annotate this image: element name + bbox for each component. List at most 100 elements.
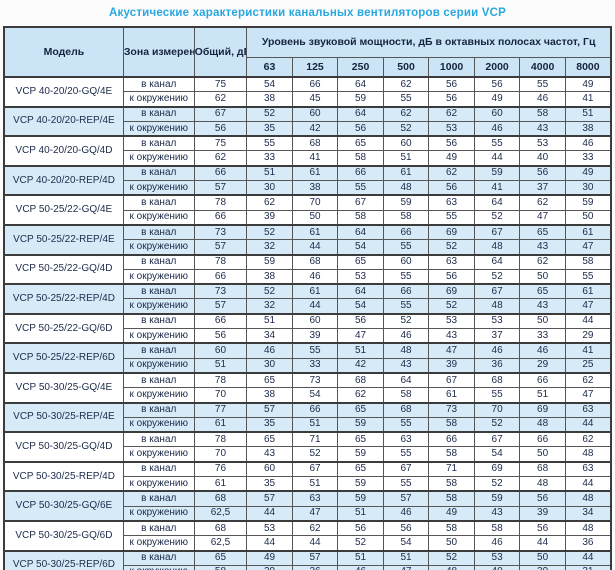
table-row: к окружению 62,5 44 44 52 54 50 46 44 36 xyxy=(4,535,612,551)
level-cell: 44 xyxy=(564,312,612,330)
table-row: VCP 50-25/22-GQ/4D в канал 78 59 68 65 60 63 64 6… xyxy=(3,253,612,285)
level-cell: 49 xyxy=(473,91,521,108)
level-cell: 66 xyxy=(428,431,475,448)
level-cell: 61 xyxy=(382,164,430,182)
level-cell: 50 xyxy=(519,312,566,330)
total-dba-cell: 68 xyxy=(193,519,248,537)
level-cell: 65 xyxy=(246,431,293,448)
zone-cell: к окружению xyxy=(122,268,195,285)
level-cell: 64 xyxy=(473,194,521,211)
model-cell: VCP 50-25/22-GQ/6D xyxy=(3,312,124,344)
zone-cell: к окружению xyxy=(122,564,195,570)
total-dba-cell: 78 xyxy=(193,194,248,211)
level-cell: 55 xyxy=(382,298,430,315)
level-cell: 65 xyxy=(337,253,384,270)
level-cell: 45 xyxy=(291,91,339,108)
model-cell: VCP 50-25/22-REP/6D xyxy=(3,342,124,374)
level-cell: 55 xyxy=(246,135,293,152)
level-cell: 66 xyxy=(382,223,430,241)
level-cell: 57 xyxy=(246,490,293,507)
table-header: Модель Зона измерения Общий, дБА Уровень… xyxy=(3,26,612,78)
level-cell: 47 xyxy=(337,328,384,344)
level-cell: 51 xyxy=(519,387,566,404)
level-cell: 62 xyxy=(564,371,612,389)
zone-cell: в канал xyxy=(122,283,195,300)
level-cell: 62 xyxy=(382,105,430,122)
page-title: Акустические характеристики канальных ве… xyxy=(108,7,507,19)
table-row: VCP 50-25/22-GQ/4E в канал 78 62 70 67 59 63 64 6… xyxy=(3,194,612,226)
model-cell: VCP 50-25/22-REP/4D xyxy=(3,283,124,315)
header-total: Общий, дБА xyxy=(193,26,248,78)
model-cell: VCP 50-30/25-GQ/4D xyxy=(3,431,124,463)
level-cell: 49 xyxy=(564,76,612,93)
level-cell: 55 xyxy=(382,268,430,285)
total-dba-cell: 66 xyxy=(193,268,248,285)
zone-cell: в канал xyxy=(122,253,195,270)
level-cell: 48 xyxy=(564,490,612,507)
level-cell: 69 xyxy=(428,223,475,241)
level-cell: 65 xyxy=(246,371,293,389)
level-cell: 30 xyxy=(246,180,293,196)
level-cell: 32 xyxy=(246,298,293,315)
level-cell: 46 xyxy=(382,328,430,344)
level-cell: 65 xyxy=(337,135,384,152)
model-cell: VCP 50-25/22-REP/4E xyxy=(3,223,124,256)
zone-cell: в канал xyxy=(122,401,195,418)
level-cell: 67 xyxy=(473,223,521,241)
level-cell: 38 xyxy=(246,268,293,285)
level-cell: 47 xyxy=(291,505,339,522)
level-cell: 65 xyxy=(519,283,566,300)
level-cell: 46 xyxy=(473,342,521,359)
level-cell: 53 xyxy=(428,120,475,137)
header-freq-8000: 8000 xyxy=(564,57,612,78)
level-cell: 58 xyxy=(473,519,521,537)
level-cell: 53 xyxy=(473,312,521,330)
level-cell: 60 xyxy=(291,105,339,122)
table-row: VCP 50-30/25-GQ/4E в канал 78 65 73 68 64 67 68 6… xyxy=(3,371,612,404)
level-cell: 29 xyxy=(519,357,566,374)
level-cell: 48 xyxy=(473,239,521,256)
model-cell: VCP 40-20/20-GQ/4D xyxy=(3,135,124,167)
header-model: Модель xyxy=(3,26,124,78)
level-cell: 46 xyxy=(473,535,521,551)
level-cell: 52 xyxy=(382,120,430,137)
header-freq-250: 250 xyxy=(337,57,384,78)
level-cell: 73 xyxy=(291,371,339,389)
level-cell: 59 xyxy=(337,416,384,433)
model-cell: VCP 50-30/25-REP/4E xyxy=(3,401,124,433)
level-cell: 46 xyxy=(337,564,384,570)
zone-cell: в канал xyxy=(122,312,195,330)
total-dba-cell: 77 xyxy=(193,401,248,418)
model-cell: VCP 50-25/22-GQ/4E xyxy=(3,194,124,226)
table-row: VCP 50-25/22-REP/6D в канал 60 46 55 51 48 47 46… xyxy=(3,342,612,374)
zone-cell: к окружению xyxy=(122,416,195,433)
zone-cell: к окружению xyxy=(122,298,195,315)
level-cell: 59 xyxy=(564,194,612,211)
level-cell: 66 xyxy=(519,371,566,389)
level-cell: 43 xyxy=(382,357,430,374)
level-cell: 54 xyxy=(291,387,339,404)
level-cell: 52 xyxy=(246,283,293,300)
zone-cell: к окружению xyxy=(122,505,195,522)
level-cell: 44 xyxy=(246,505,293,522)
level-cell: 55 xyxy=(382,91,430,108)
level-cell: 65 xyxy=(519,223,566,241)
level-cell: 46 xyxy=(564,135,612,152)
zone-cell: к окружению xyxy=(122,209,195,226)
table-row: VCP 50-30/25-GQ/6E в канал 68 57 63 59 57 58 59 5… xyxy=(3,490,612,522)
level-cell: 55 xyxy=(291,342,339,359)
level-cell: 43 xyxy=(473,505,521,522)
level-cell: 55 xyxy=(428,209,475,226)
level-cell: 50 xyxy=(519,268,566,285)
level-cell: 51 xyxy=(291,476,339,492)
level-cell: 54 xyxy=(337,239,384,256)
level-cell: 41 xyxy=(564,91,612,108)
level-cell: 33 xyxy=(291,357,339,374)
level-cell: 47 xyxy=(382,564,430,570)
level-cell: 68 xyxy=(291,135,339,152)
table-row: к окружению 61 35 51 59 55 58 52 48 44 xyxy=(4,476,612,492)
level-cell: 49 xyxy=(428,150,475,167)
table-row: к окружению 56 34 39 47 46 43 37 33 29 xyxy=(4,328,612,344)
level-cell: 56 xyxy=(337,312,384,330)
level-cell: 29 xyxy=(564,328,612,344)
